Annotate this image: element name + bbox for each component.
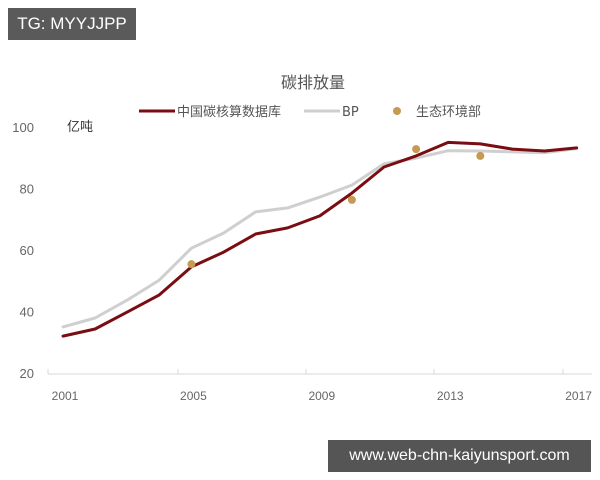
y-tick-label: 40 <box>20 305 34 320</box>
chart-legend: 中国碳核算数据库 BP 生态环境部 <box>139 104 481 120</box>
series-point-mee <box>412 145 421 154</box>
x-tick-label: 2005 <box>180 389 207 403</box>
y-tick-label: 100 <box>12 120 34 135</box>
watermark-label: www.web-chn-kaiyunsport.com <box>328 440 591 472</box>
y-tick-label: 60 <box>20 243 34 258</box>
y-axis-unit-label: 亿吨 <box>67 120 93 135</box>
x-tick-label: 2001 <box>52 389 79 403</box>
legend-swatch-mee <box>393 107 401 115</box>
y-tick-label: 80 <box>20 182 34 197</box>
series-point-mee <box>476 151 485 160</box>
x-tick-label: 2009 <box>308 389 335 403</box>
plot-area <box>61 140 579 338</box>
x-tick-label: 2013 <box>437 389 464 403</box>
x-axis: 2001 2005 2009 2013 2017 <box>47 369 592 403</box>
x-tick-label: 2017 <box>565 389 592 403</box>
series-line-bp <box>61 147 579 329</box>
y-axis: 20 40 60 80 100 <box>12 120 34 381</box>
chart-title: 碳排放量 <box>281 73 345 92</box>
top-tag-label: TG: MYYJJPP <box>8 8 136 40</box>
y-tick-label: 20 <box>20 366 34 381</box>
series-point-mee <box>187 260 196 269</box>
series-line-china-carbon-db <box>61 140 579 338</box>
legend-label-china-carbon-db: 中国碳核算数据库 <box>177 104 281 120</box>
series-point-mee <box>347 195 356 204</box>
legend-label-bp: BP <box>342 105 359 120</box>
legend-label-mee: 生态环境部 <box>416 105 481 120</box>
